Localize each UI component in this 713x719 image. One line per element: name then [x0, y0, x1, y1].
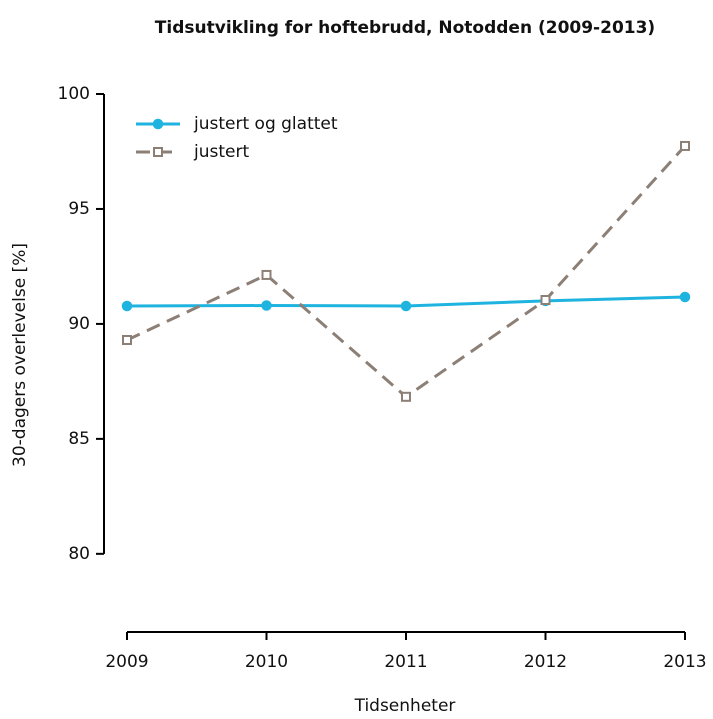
point [122, 335, 132, 346]
point [401, 391, 411, 402]
legend-label: justert [193, 142, 249, 162]
point [261, 300, 272, 311]
point [121, 300, 133, 312]
y-tick-label: 95 [68, 199, 90, 219]
x-tick-label: 2013 [663, 652, 706, 672]
point [679, 291, 691, 303]
series-line [126, 144, 687, 399]
point [261, 269, 272, 280]
legend-marker [152, 118, 164, 130]
x-tick-label: 2009 [105, 652, 148, 672]
point [400, 300, 412, 312]
y-tick-label: 85 [68, 429, 90, 449]
legend-marker [153, 147, 163, 157]
x-axis-label: Tidsenheter [354, 696, 456, 716]
chart-title: Tidsutvikling for hoftebrudd, Notodden (… [155, 18, 655, 38]
point [680, 140, 690, 151]
x-tick-label: 2011 [384, 652, 427, 672]
x-tick-label: 2010 [245, 652, 288, 672]
y-tick-label: 80 [68, 544, 90, 564]
x-tick-label: 2012 [524, 652, 567, 672]
legend-label: justert og glattet [193, 114, 338, 134]
point [540, 295, 551, 306]
y-axis-label: 30-dagers overlevelse [%] [10, 243, 30, 467]
y-tick-label: 90 [68, 314, 90, 334]
y-tick-label: 100 [58, 84, 90, 104]
